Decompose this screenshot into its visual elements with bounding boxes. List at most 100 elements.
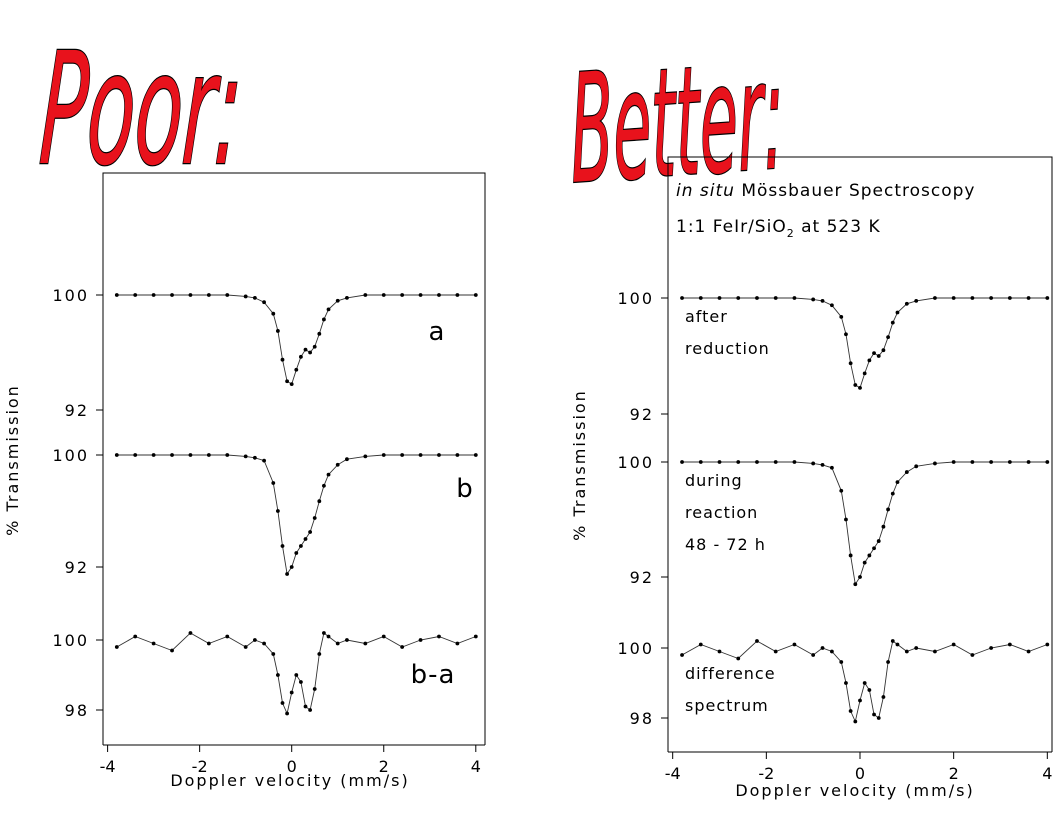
data-point bbox=[736, 460, 741, 464]
panel-label: reduction bbox=[685, 339, 770, 358]
data-point bbox=[1007, 460, 1012, 464]
x-tick-label: -4 bbox=[100, 757, 116, 776]
data-point bbox=[280, 701, 285, 705]
data-point bbox=[839, 488, 844, 493]
axis-frame bbox=[102, 172, 486, 746]
y-tick-label: 100 bbox=[52, 631, 89, 650]
data-point bbox=[844, 517, 848, 522]
data-point bbox=[285, 572, 289, 576]
data-point bbox=[225, 634, 230, 639]
data-point bbox=[989, 646, 994, 650]
data-point bbox=[312, 687, 317, 691]
y-tick-label: 98 bbox=[630, 709, 654, 728]
data-point bbox=[830, 303, 834, 308]
data-point bbox=[326, 307, 331, 312]
spectrum-line bbox=[116, 294, 476, 385]
data-point bbox=[308, 350, 313, 355]
data-point bbox=[792, 296, 797, 300]
data-point bbox=[844, 332, 848, 337]
data-point bbox=[151, 453, 156, 457]
y-tick-label: 100 bbox=[617, 453, 654, 472]
data-point bbox=[736, 296, 741, 300]
x-tick-label: -2 bbox=[758, 764, 774, 783]
data-point bbox=[951, 642, 956, 647]
data-point bbox=[225, 293, 230, 297]
data-point bbox=[820, 299, 825, 303]
data-point bbox=[275, 673, 280, 677]
data-point bbox=[858, 575, 862, 579]
data-point bbox=[151, 293, 156, 297]
data-point bbox=[317, 331, 322, 336]
data-point bbox=[437, 453, 441, 457]
data-point bbox=[895, 480, 900, 485]
data-point bbox=[271, 652, 276, 656]
data-point bbox=[206, 293, 211, 297]
data-point bbox=[862, 371, 867, 376]
data-point bbox=[867, 553, 872, 558]
data-point bbox=[862, 681, 867, 685]
panel-label: b bbox=[456, 474, 474, 504]
data-point bbox=[188, 453, 193, 457]
chart-title: Poor: bbox=[36, 19, 246, 199]
data-point bbox=[844, 681, 848, 685]
data-point bbox=[1045, 296, 1050, 300]
annotation-part: 1:1 FeIr/SiO bbox=[676, 217, 787, 237]
panel-label: after bbox=[685, 307, 728, 326]
data-point bbox=[335, 641, 340, 646]
y-tick-label: 92 bbox=[630, 405, 654, 424]
data-point bbox=[262, 458, 266, 463]
data-point bbox=[437, 634, 441, 639]
data-point bbox=[848, 361, 853, 366]
data-point bbox=[717, 460, 722, 464]
data-point bbox=[858, 698, 862, 703]
data-point bbox=[680, 296, 684, 300]
panel-label: difference bbox=[685, 664, 776, 683]
data-point bbox=[862, 560, 867, 565]
x-axis-label: Doppler velocity (mm/s) bbox=[170, 771, 409, 790]
data-point bbox=[853, 383, 858, 387]
data-point bbox=[773, 296, 778, 300]
data-point bbox=[773, 460, 778, 464]
data-point bbox=[811, 461, 816, 466]
data-point bbox=[289, 382, 294, 387]
panel-label: reaction bbox=[685, 503, 758, 522]
data-point bbox=[363, 641, 368, 646]
data-point bbox=[280, 357, 285, 362]
data-point bbox=[294, 673, 299, 677]
data-point bbox=[271, 311, 276, 316]
annotation: 1:1 FeIr/SiO2 at 523 K bbox=[676, 217, 881, 240]
data-point bbox=[933, 296, 937, 300]
data-point bbox=[243, 645, 248, 649]
data-point bbox=[455, 453, 460, 457]
data-point bbox=[904, 301, 909, 306]
data-point bbox=[312, 516, 317, 520]
data-point bbox=[303, 704, 308, 709]
data-point bbox=[914, 646, 919, 650]
data-point bbox=[317, 499, 322, 504]
panel-label: during bbox=[685, 471, 743, 490]
annotation-part: in situ bbox=[676, 181, 735, 201]
annotation-part: Mössbauer Spectroscopy bbox=[735, 181, 976, 201]
data-point bbox=[455, 641, 460, 646]
data-point bbox=[698, 296, 703, 300]
spectrum-line bbox=[682, 297, 1048, 389]
data-point bbox=[755, 639, 759, 643]
data-point bbox=[755, 296, 759, 300]
data-point bbox=[839, 660, 844, 664]
data-point bbox=[437, 293, 441, 297]
data-point bbox=[473, 453, 478, 457]
panel-label: spectrum bbox=[685, 696, 769, 715]
data-point bbox=[951, 460, 956, 464]
data-point bbox=[1045, 460, 1050, 464]
data-point bbox=[345, 295, 349, 300]
data-point bbox=[188, 631, 193, 635]
data-point bbox=[736, 656, 741, 661]
y-tick-label: 100 bbox=[52, 286, 89, 305]
x-tick-label: 4 bbox=[1042, 764, 1052, 783]
data-point bbox=[206, 641, 211, 646]
data-point bbox=[322, 483, 326, 488]
panel-label: a bbox=[429, 317, 446, 347]
data-point bbox=[876, 716, 881, 720]
data-point bbox=[820, 646, 825, 650]
data-point bbox=[886, 660, 890, 664]
